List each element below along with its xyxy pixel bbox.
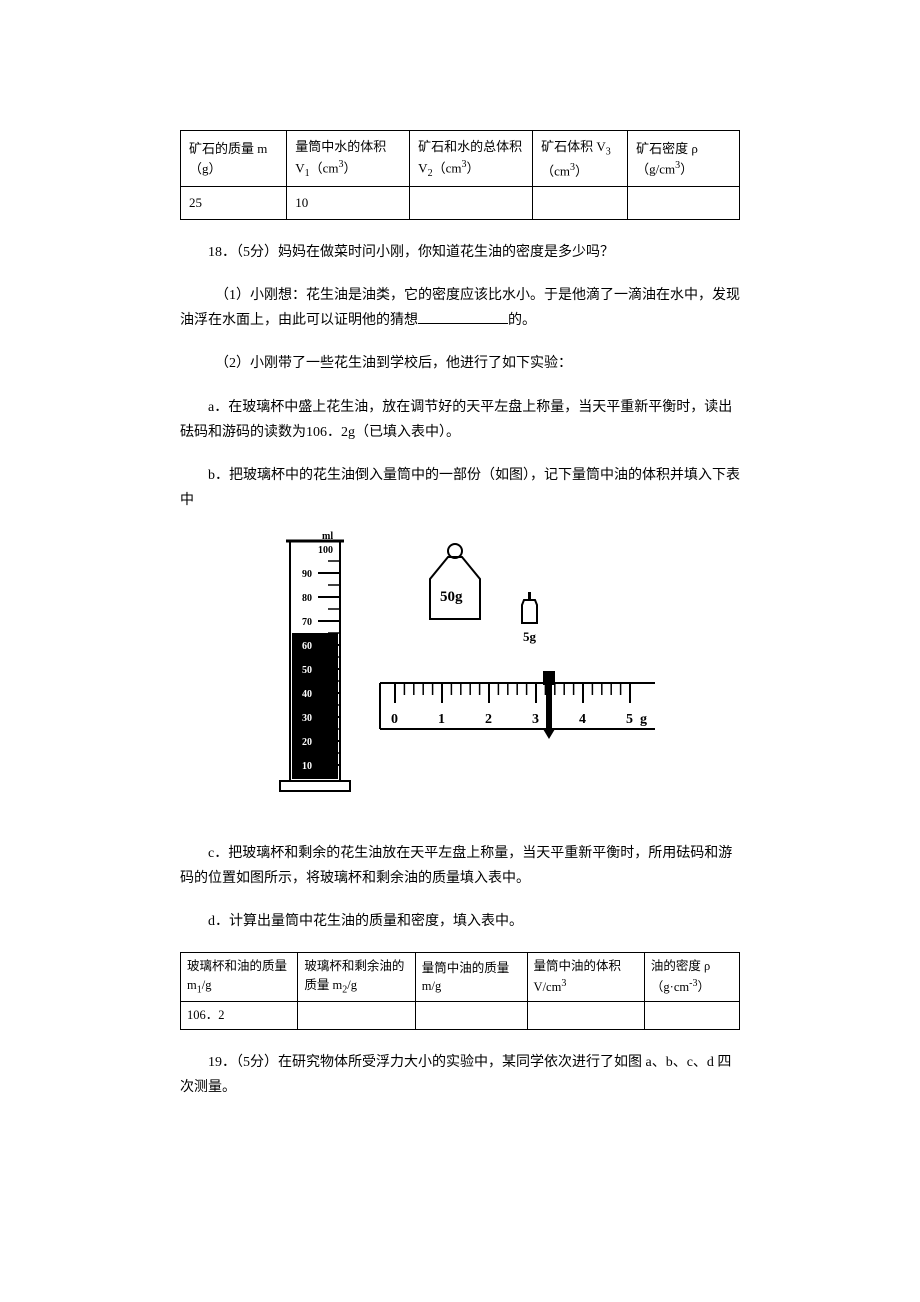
q18-p1: （1）小刚想：花生油是油类，它的密度应该比水小。于是他滴了一滴油在水中，发现油浮…: [180, 283, 740, 333]
q18-pc: c．把玻璃杯和剩余的花生油放在天平左盘上称量，当天平重新平衡时，所用砝码和游码的…: [180, 841, 740, 891]
figure-svg: ml 100 908070605040302010 50g 5g: [260, 523, 660, 803]
svg-text:5: 5: [626, 712, 633, 727]
table-header-row: 矿石的质量 m（g） 量筒中水的体积 V1（cm3） 矿石和水的总体积 V2（c…: [181, 131, 740, 187]
svg-text:20: 20: [302, 737, 312, 748]
q18-pd: d．计算出量筒中花生油的质量和密度，填入表中。: [180, 909, 740, 934]
svg-text:50: 50: [302, 665, 312, 676]
beam-scale-icon: 0 1 2 3 4 5 g: [380, 671, 655, 739]
col-header: 矿石和水的总体积 V2（cm3）: [410, 131, 533, 187]
q18-p1b: 的。: [508, 313, 536, 328]
cell: 106．2: [181, 1002, 298, 1030]
col-header: 量筒中油的体积 V/cm3: [527, 953, 644, 1002]
svg-text:0: 0: [391, 712, 398, 727]
cell: 25: [181, 187, 287, 220]
q18-p2: （2）小刚带了一些花生油到学校后，他进行了如下实验：: [180, 351, 740, 376]
col-header: 量筒中油的质量 m/g: [415, 953, 527, 1002]
col-header: 矿石密度 ρ （g/cm3）: [628, 131, 740, 187]
svg-text:10: 10: [302, 761, 312, 772]
col-header: 玻璃杯和剩余油的质量 m2/g: [298, 953, 415, 1002]
weight-50g-icon: 50g: [430, 544, 480, 619]
q18-pb: b．把玻璃杯中的花生油倒入量筒中的一部份（如图），记下量筒中油的体积并填入下表中: [180, 463, 740, 513]
table-header-row: 玻璃杯和油的质量 m1/g 玻璃杯和剩余油的质量 m2/g 量筒中油的质量 m/…: [181, 953, 740, 1002]
svg-text:40: 40: [302, 689, 312, 700]
blank-fill[interactable]: [418, 310, 508, 324]
svg-text:3: 3: [532, 712, 539, 727]
svg-text:ml: ml: [322, 531, 333, 542]
col-header: 油的密度 ρ （g·cm-3）: [644, 953, 739, 1002]
svg-text:50g: 50g: [440, 589, 463, 605]
cell: [298, 1002, 415, 1030]
col-header: 矿石的质量 m（g）: [181, 131, 287, 187]
svg-text:70: 70: [302, 617, 312, 628]
q19-title: 19．（5分）在研究物体所受浮力大小的实验中，某同学依次进行了如图 a、b、c、…: [180, 1050, 740, 1100]
svg-text:g: g: [640, 712, 647, 727]
cell: [527, 1002, 644, 1030]
col-header: 矿石体积 V3（cm3）: [533, 131, 628, 187]
cell: [410, 187, 533, 220]
cell: [644, 1002, 739, 1030]
svg-text:4: 4: [579, 712, 586, 727]
svg-text:30: 30: [302, 713, 312, 724]
q18-title: 18．（5分）妈妈在做菜时问小刚，你知道花生油的密度是多少吗？: [180, 240, 740, 265]
svg-text:90: 90: [302, 569, 312, 580]
cell: [628, 187, 740, 220]
table-row: 25 10: [181, 187, 740, 220]
col-header: 玻璃杯和油的质量 m1/g: [181, 953, 298, 1002]
q18-pa: a．在玻璃杯中盛上花生油，放在调节好的天平左盘上称量，当天平重新平衡时，读出砝码…: [180, 395, 740, 445]
col-header: 量筒中水的体积 V1（cm3）: [287, 131, 410, 187]
cell: 10: [287, 187, 410, 220]
svg-text:1: 1: [438, 712, 445, 727]
svg-text:80: 80: [302, 593, 312, 604]
svg-text:100: 100: [318, 545, 333, 556]
svg-text:60: 60: [302, 641, 312, 652]
table-row: 106．2: [181, 1002, 740, 1030]
svg-text:2: 2: [485, 712, 492, 727]
oil-table: 玻璃杯和油的质量 m1/g 玻璃杯和剩余油的质量 m2/g 量筒中油的质量 m/…: [180, 952, 740, 1030]
weight-5g-icon: 5g: [522, 592, 537, 644]
cell: [533, 187, 628, 220]
svg-text:5g: 5g: [523, 629, 537, 644]
experiment-figure: ml 100 908070605040302010 50g 5g: [180, 523, 740, 812]
mineral-table: 矿石的质量 m（g） 量筒中水的体积 V1（cm3） 矿石和水的总体积 V2（c…: [180, 130, 740, 220]
cell: [415, 1002, 527, 1030]
graduated-cylinder-icon: ml 100 90 80 70 60 50 40 30 20 10: [280, 531, 350, 791]
